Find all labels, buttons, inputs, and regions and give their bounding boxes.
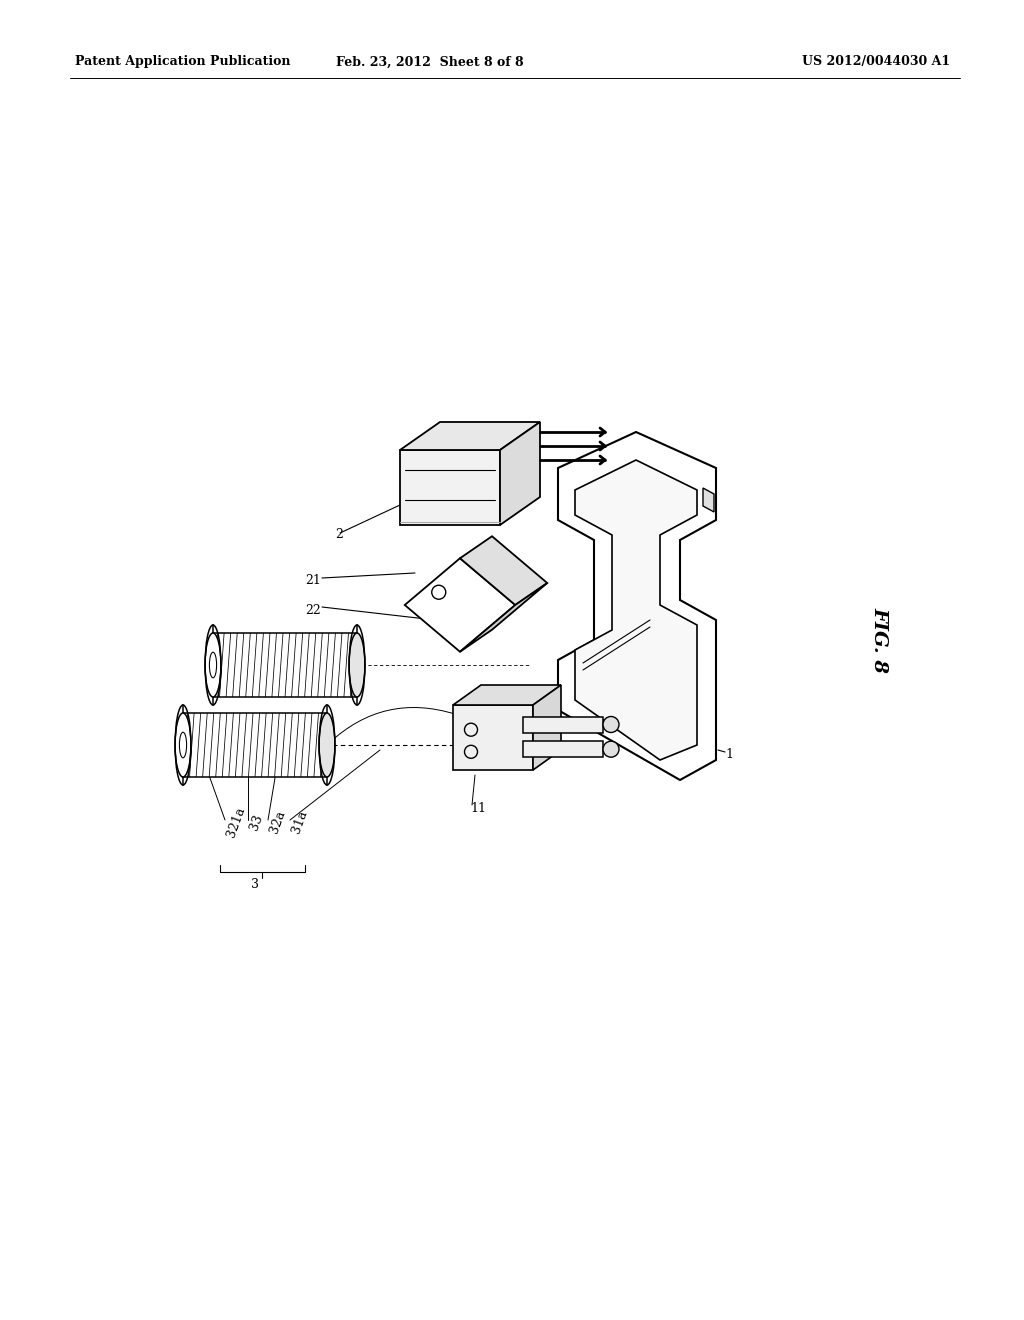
Text: Patent Application Publication: Patent Application Publication <box>75 55 291 69</box>
Text: 33: 33 <box>248 812 265 832</box>
Ellipse shape <box>603 717 618 733</box>
FancyBboxPatch shape <box>183 713 327 777</box>
Text: 2: 2 <box>335 528 343 541</box>
Ellipse shape <box>179 733 186 758</box>
Text: 21: 21 <box>305 573 321 586</box>
Polygon shape <box>523 742 603 758</box>
Text: 31a: 31a <box>290 809 310 836</box>
Polygon shape <box>460 583 547 652</box>
Text: 22: 22 <box>305 603 321 616</box>
Polygon shape <box>400 450 500 525</box>
Text: US 2012/0044030 A1: US 2012/0044030 A1 <box>802 55 950 69</box>
FancyBboxPatch shape <box>213 634 357 697</box>
Polygon shape <box>534 685 561 770</box>
Polygon shape <box>575 459 697 760</box>
Text: Feb. 23, 2012  Sheet 8 of 8: Feb. 23, 2012 Sheet 8 of 8 <box>336 55 524 69</box>
Text: 321a: 321a <box>225 805 248 840</box>
Ellipse shape <box>205 634 221 697</box>
Polygon shape <box>400 422 540 450</box>
Polygon shape <box>453 705 534 770</box>
Polygon shape <box>404 558 515 652</box>
Polygon shape <box>523 717 603 733</box>
Text: 32a: 32a <box>268 809 288 836</box>
Polygon shape <box>453 685 561 705</box>
Text: 3: 3 <box>251 878 259 891</box>
Ellipse shape <box>349 634 365 697</box>
Polygon shape <box>558 432 716 780</box>
Polygon shape <box>703 488 714 512</box>
Ellipse shape <box>319 713 335 777</box>
Ellipse shape <box>175 713 190 777</box>
Text: 1: 1 <box>725 748 733 762</box>
Polygon shape <box>460 536 547 605</box>
Ellipse shape <box>603 742 618 758</box>
Polygon shape <box>500 422 540 525</box>
Text: 11: 11 <box>470 801 486 814</box>
Text: FIG. 8: FIG. 8 <box>870 607 888 673</box>
Ellipse shape <box>209 652 217 677</box>
